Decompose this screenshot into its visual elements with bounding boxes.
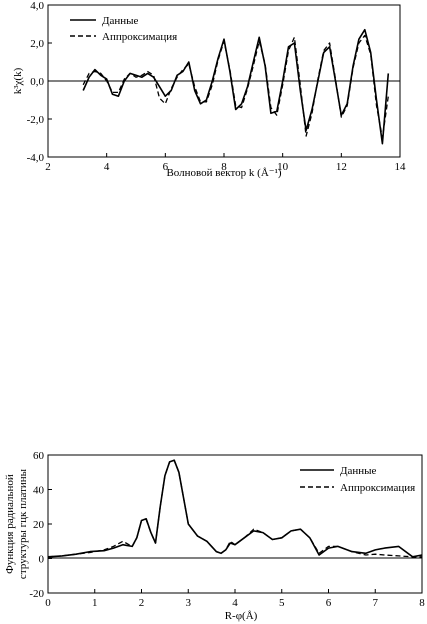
top-x-tick-label: 2	[45, 161, 51, 173]
top-x-tick-label: 12	[336, 161, 347, 173]
bottom-y-tick-label: -20	[29, 588, 44, 600]
bottom-y-ticks: -20 0 20 40 60	[29, 450, 52, 600]
bottom-x-ticks: 0 1 2 3 4 5 6 7 8	[45, 589, 425, 609]
bottom-x-tick-label: 6	[326, 597, 332, 609]
top-x-axis-label: Волновой вектор k (Å⁻¹)	[166, 167, 281, 179]
top-x-tick-label: 10	[277, 161, 289, 173]
top-legend-label-data: Данные	[102, 15, 139, 27]
bottom-y-tick-label: 60	[33, 450, 45, 462]
bottom-x-tick-label: 4	[232, 597, 238, 609]
top-y-tick-label: -2,0	[27, 114, 45, 126]
top-x-ticks: 2 4 6 8 10 12 14	[45, 153, 406, 173]
top-y-tick-label: 4,0	[30, 0, 44, 12]
bottom-x-tick-label: 3	[186, 597, 192, 609]
bottom-x-tick-label: 1	[92, 597, 98, 609]
bottom-y-tick-label: 20	[33, 519, 45, 531]
bottom-y-tick-label: 40	[33, 485, 45, 497]
bottom-series-fit-line	[47, 459, 422, 558]
bottom-x-tick-label: 5	[279, 597, 285, 609]
bottom-y-axis-label-line: Функция радиальной	[4, 474, 16, 574]
top-x-tick-label: 4	[104, 161, 110, 173]
bottom-x-tick-label: 8	[419, 597, 425, 609]
top-y-tick-label: 2,0	[30, 38, 44, 50]
bottom-series-group	[47, 459, 423, 558]
top-y-ticks: -4,0 -2,0 0,0 2,0 4,0	[27, 0, 52, 164]
bottom-x-tick-label: 7	[373, 597, 379, 609]
bottom-y-tick-label: 0	[39, 554, 45, 566]
top-legend: Данные Аппроксимация	[70, 15, 177, 43]
top-x-tick-label: 6	[163, 161, 169, 173]
bottom-x-tick-label: 2	[139, 597, 145, 609]
top-legend-label-fit: Аппроксимация	[102, 31, 177, 43]
top-series-fit-line	[82, 34, 389, 139]
bottom-x-axis-label: R-φ(Å)	[225, 610, 258, 622]
bottom-x-tick-label: 0	[45, 597, 51, 609]
bottom-legend-label-fit: Аппроксимация	[340, 482, 415, 494]
bottom-y-axis-label: Функция радиальнойструктуры гцк платины	[4, 468, 29, 579]
bottom-legend: Данные Аппроксимация	[300, 465, 415, 494]
bottom-y-axis-label-group: Функция радиальнойструктуры гцк платины	[4, 468, 29, 579]
top-x-tick-label: 8	[221, 161, 227, 173]
top-series-group	[82, 28, 390, 145]
bottom-legend-label-data: Данные	[340, 465, 377, 477]
bottom-y-axis-label-line: структуры гцк платины	[17, 468, 29, 579]
top-series-data-line	[82, 28, 390, 145]
top-chart: 2 4 6 8 10 12 14 -4,0 -2,0 0,0 2,0 4,0 Данные Аппр…	[12, 0, 406, 179]
top-x-tick-label: 14	[395, 161, 407, 173]
top-y-tick-label: 0,0	[30, 76, 44, 88]
top-y-axis-label: k³χ(k)	[12, 67, 24, 94]
top-y-tick-label: -4,0	[27, 152, 45, 164]
